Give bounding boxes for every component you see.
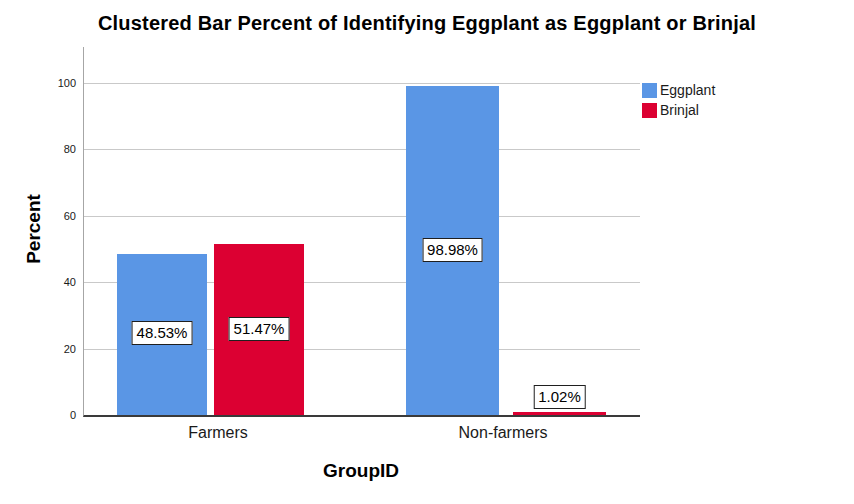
x-axis-title: GroupID xyxy=(83,460,639,482)
bar-value-label-brinjal-non-farmers: 1.02% xyxy=(533,385,586,409)
legend-swatch-eggplant xyxy=(642,83,657,98)
y-tick-label-20: 20 xyxy=(38,342,76,356)
bar-brinjal-non-farmers xyxy=(513,412,606,415)
legend: Eggplant Brinjal xyxy=(642,80,715,120)
gridline-100 xyxy=(84,83,640,84)
gridline-80 xyxy=(84,149,640,150)
clustered-bar-chart: Clustered Bar Percent of Identifying Egg… xyxy=(0,0,854,504)
legend-label-brinjal: Brinjal xyxy=(660,102,699,118)
legend-item-brinjal: Brinjal xyxy=(642,100,715,120)
bar-value-label-brinjal-farmers: 51.47% xyxy=(229,317,290,341)
bar-value-label-eggplant-non-farmers: 98.98% xyxy=(422,238,483,262)
legend-label-eggplant: Eggplant xyxy=(660,82,715,98)
legend-item-eggplant: Eggplant xyxy=(642,80,715,100)
y-tick-label-0: 0 xyxy=(38,408,76,422)
y-tick-label-80: 80 xyxy=(38,142,76,156)
y-tick-label-100: 100 xyxy=(38,76,76,90)
x-tick-label-farmers: Farmers xyxy=(118,424,318,442)
bar-value-label-eggplant-farmers: 48.53% xyxy=(132,321,193,345)
x-tick-label-nonfarmers: Non-farmers xyxy=(403,424,603,442)
chart-title: Clustered Bar Percent of Identifying Egg… xyxy=(0,12,854,35)
y-axis-title: Percent xyxy=(23,194,45,264)
plot-area: 48.53% 98.98% 51.47% 1.02% xyxy=(83,47,640,417)
y-tick-label-40: 40 xyxy=(38,275,76,289)
legend-swatch-brinjal xyxy=(642,103,657,118)
y-tick-label-60: 60 xyxy=(38,209,76,223)
gridline-60 xyxy=(84,216,640,217)
